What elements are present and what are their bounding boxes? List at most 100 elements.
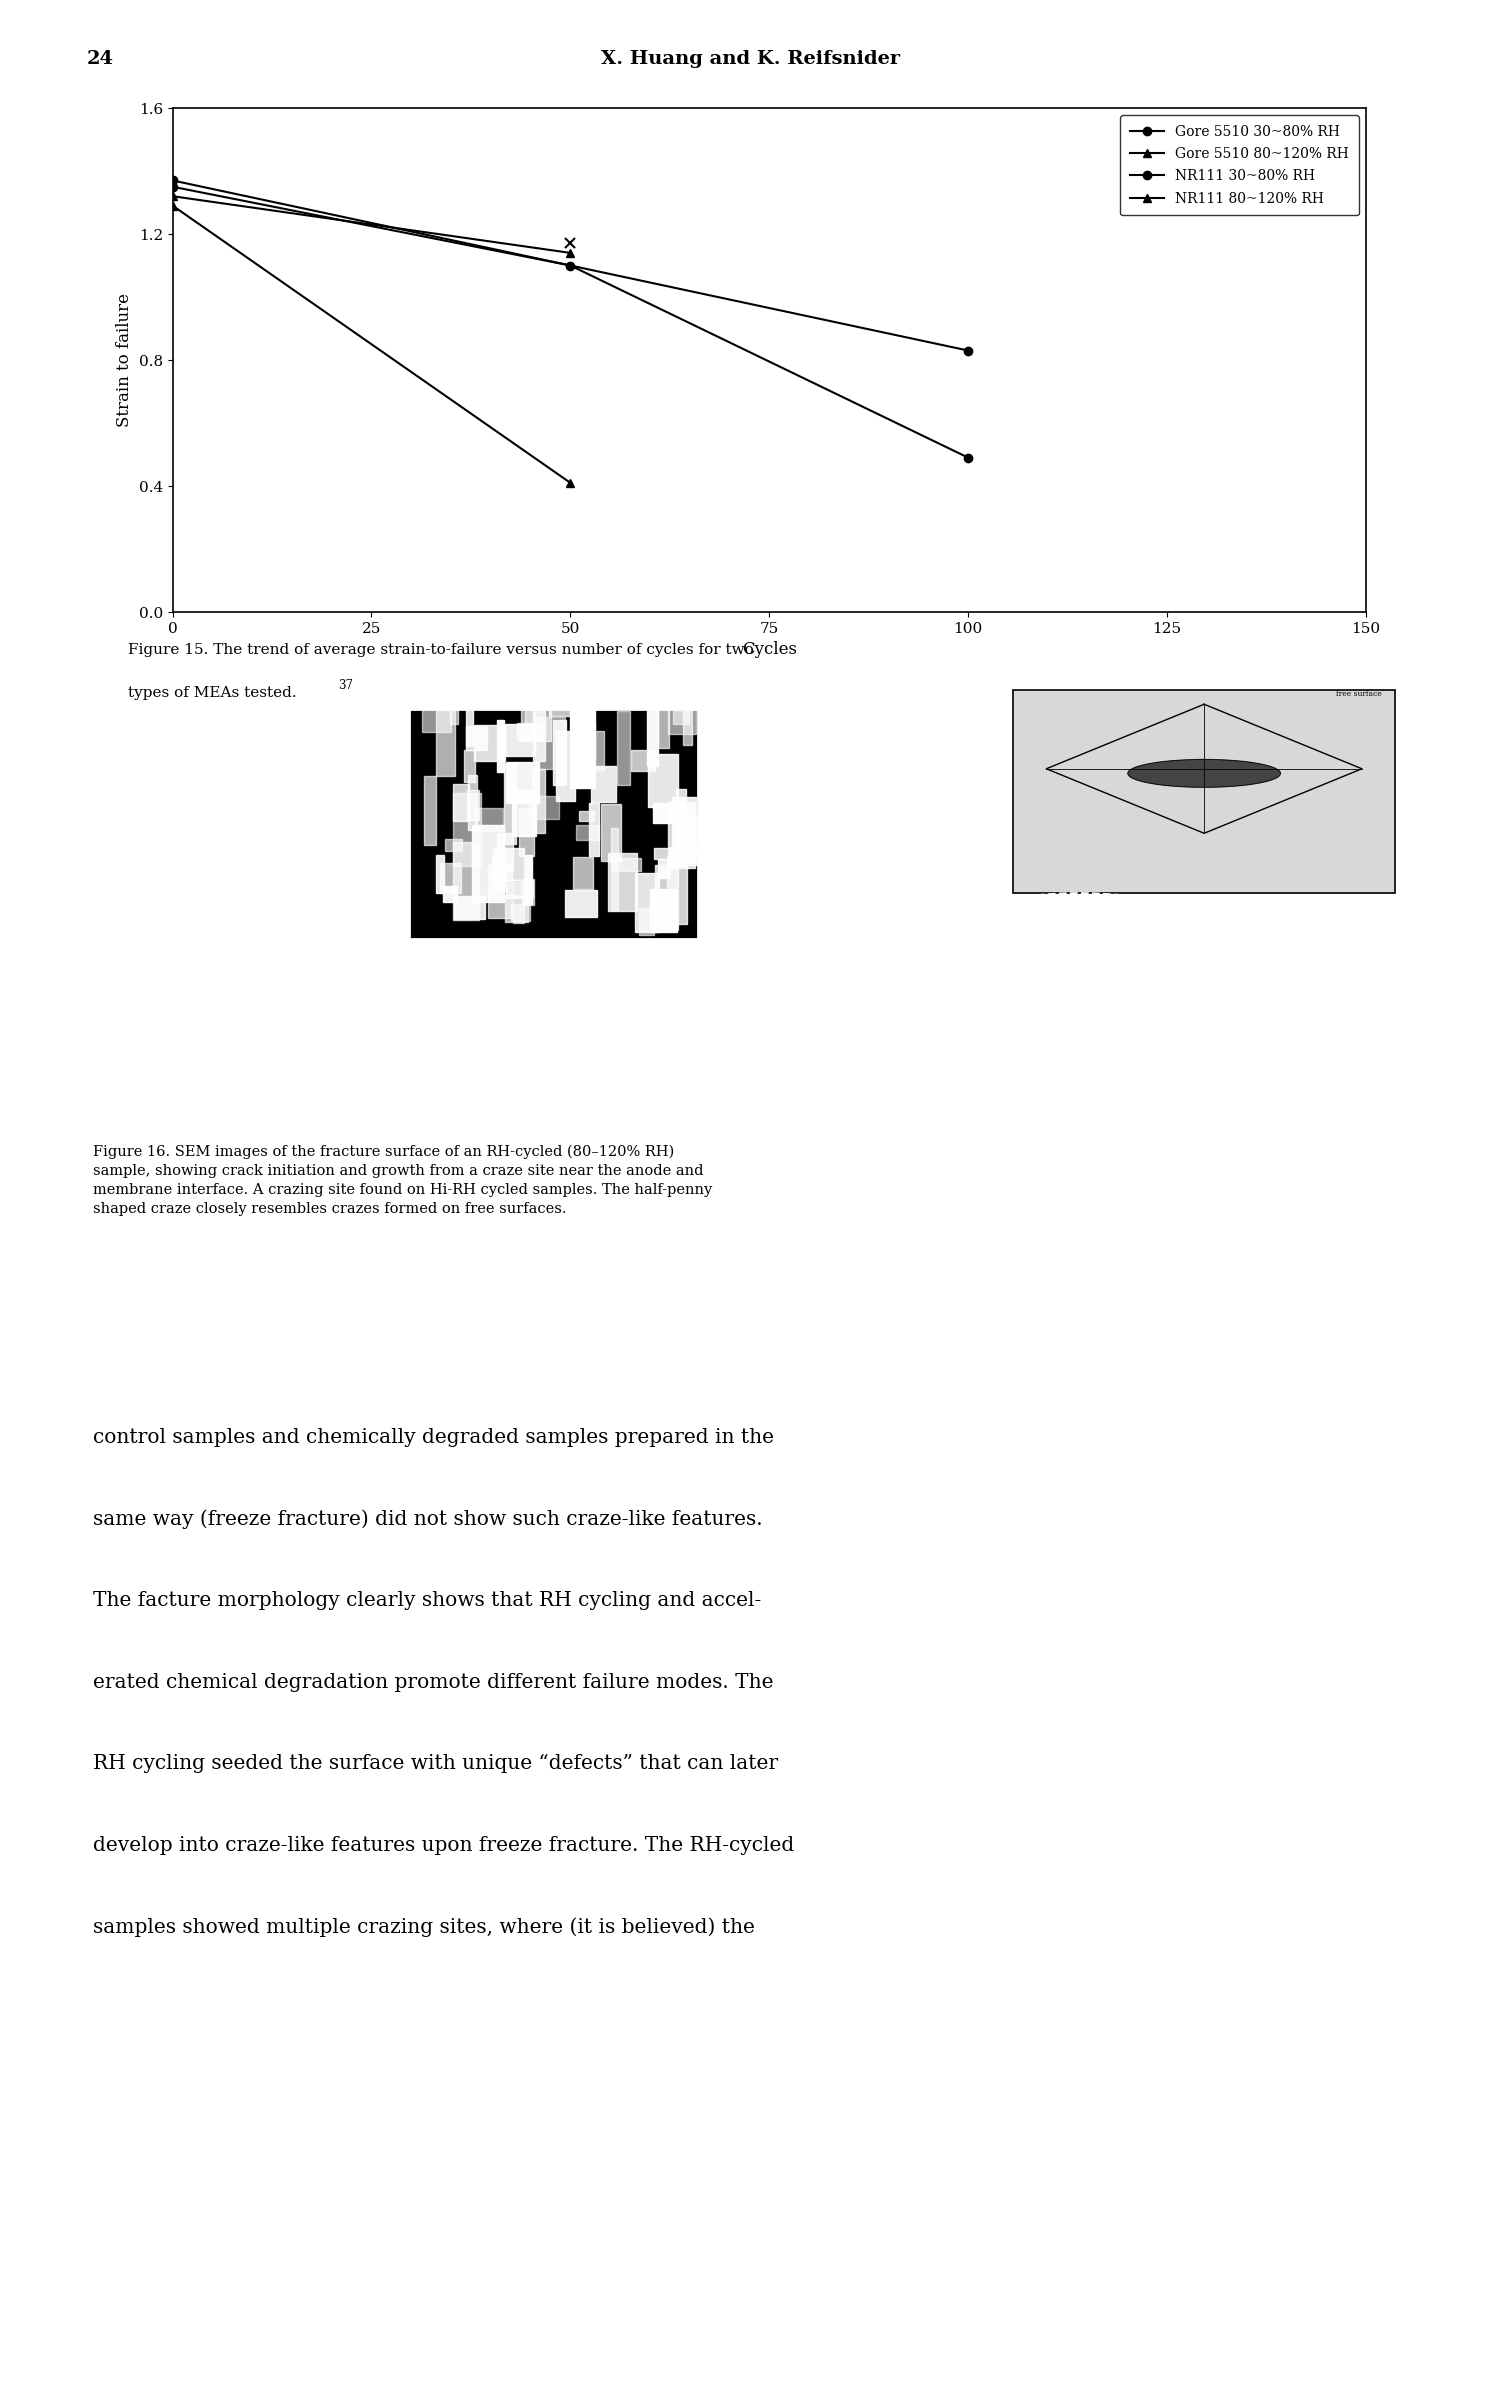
Bar	[338, 986, 378, 1001]
Bar	[171, 770, 207, 804]
Bar	[938, 1015, 956, 1054]
Bar	[941, 756, 982, 763]
Bar	[579, 811, 593, 821]
Bar	[794, 792, 803, 814]
Bar	[323, 809, 330, 864]
Bar	[988, 742, 1001, 770]
Bar	[880, 1025, 895, 1049]
Bar	[506, 761, 539, 804]
Bar	[734, 696, 743, 746]
Bar	[398, 974, 428, 994]
Bar	[659, 864, 699, 907]
Bar	[647, 1027, 690, 1037]
Bar	[183, 816, 195, 838]
NR111 30~80% RH	[164, 173, 182, 202]
Bar	[1190, 1085, 1210, 1097]
Bar	[956, 694, 994, 713]
Bar	[1178, 662, 1184, 701]
Bar	[1202, 674, 1211, 696]
Bar	[611, 871, 638, 900]
Bar	[587, 917, 624, 926]
Bar	[453, 792, 480, 866]
Bar	[1171, 970, 1184, 984]
Bar	[657, 667, 669, 746]
Bar	[248, 946, 282, 984]
Bar	[1154, 780, 1169, 821]
Bar	[419, 725, 450, 766]
Bar	[237, 672, 281, 677]
Bar	[273, 718, 317, 730]
Bar	[170, 919, 209, 943]
Bar	[725, 1063, 757, 1090]
Bar	[291, 701, 308, 751]
Bar	[660, 905, 686, 929]
Bar	[305, 746, 336, 797]
Bar	[1274, 991, 1303, 1008]
Bar	[684, 782, 713, 804]
Bar	[575, 790, 609, 811]
Bar	[663, 924, 702, 953]
Bar	[576, 826, 599, 840]
Bar	[1168, 797, 1172, 809]
Bar	[585, 845, 599, 893]
Bar	[889, 946, 910, 977]
Bar	[1393, 758, 1403, 785]
Bar	[938, 926, 970, 972]
Bar	[766, 766, 781, 797]
Bar	[480, 910, 524, 958]
Bar	[522, 775, 537, 780]
Bar	[827, 984, 842, 998]
Bar	[767, 739, 793, 773]
Bar	[1049, 1008, 1084, 1049]
Bar	[471, 922, 501, 962]
Bar	[1234, 931, 1255, 974]
Bar	[186, 773, 216, 782]
Bar	[522, 725, 549, 756]
Bar	[506, 881, 533, 898]
Bar	[934, 1032, 961, 1061]
Bar	[905, 1087, 935, 1133]
Bar	[1009, 804, 1021, 823]
Bar	[693, 1085, 705, 1092]
Bar	[324, 773, 329, 782]
Bar	[889, 893, 907, 900]
Bar	[1291, 725, 1312, 744]
Bar	[131, 938, 168, 979]
Bar	[455, 746, 468, 802]
Bar	[153, 826, 177, 862]
Bar	[623, 797, 666, 802]
Bar	[1216, 835, 1231, 852]
Bar	[615, 1106, 633, 1130]
Bar	[848, 792, 859, 814]
Bar	[218, 1082, 242, 1116]
Bar	[1343, 725, 1382, 761]
Bar	[796, 701, 815, 725]
Bar	[705, 670, 747, 694]
Bar	[1166, 996, 1195, 1018]
Y-axis label: Strain to failure: Strain to failure	[116, 293, 134, 427]
Bar	[1267, 814, 1286, 857]
Bar	[675, 1020, 687, 1027]
Bar	[465, 727, 486, 749]
Bar	[444, 730, 453, 773]
Bar	[446, 840, 471, 862]
Bar	[431, 890, 435, 912]
Bar	[588, 833, 611, 859]
Bar	[632, 790, 668, 794]
Bar	[414, 886, 437, 893]
Bar	[871, 650, 890, 677]
Bar	[986, 910, 1015, 943]
Bar	[119, 679, 141, 718]
Bar	[714, 718, 719, 754]
Bar	[1295, 787, 1324, 811]
Bar	[1013, 1027, 1022, 1070]
Bar	[611, 1061, 639, 1116]
Bar	[171, 686, 179, 718]
Bar	[261, 1066, 290, 1106]
Bar	[932, 996, 938, 1018]
Bar	[1105, 929, 1121, 967]
Bar	[1295, 876, 1327, 890]
Bar	[611, 859, 641, 871]
Bar	[528, 792, 539, 840]
Bar	[943, 955, 949, 962]
